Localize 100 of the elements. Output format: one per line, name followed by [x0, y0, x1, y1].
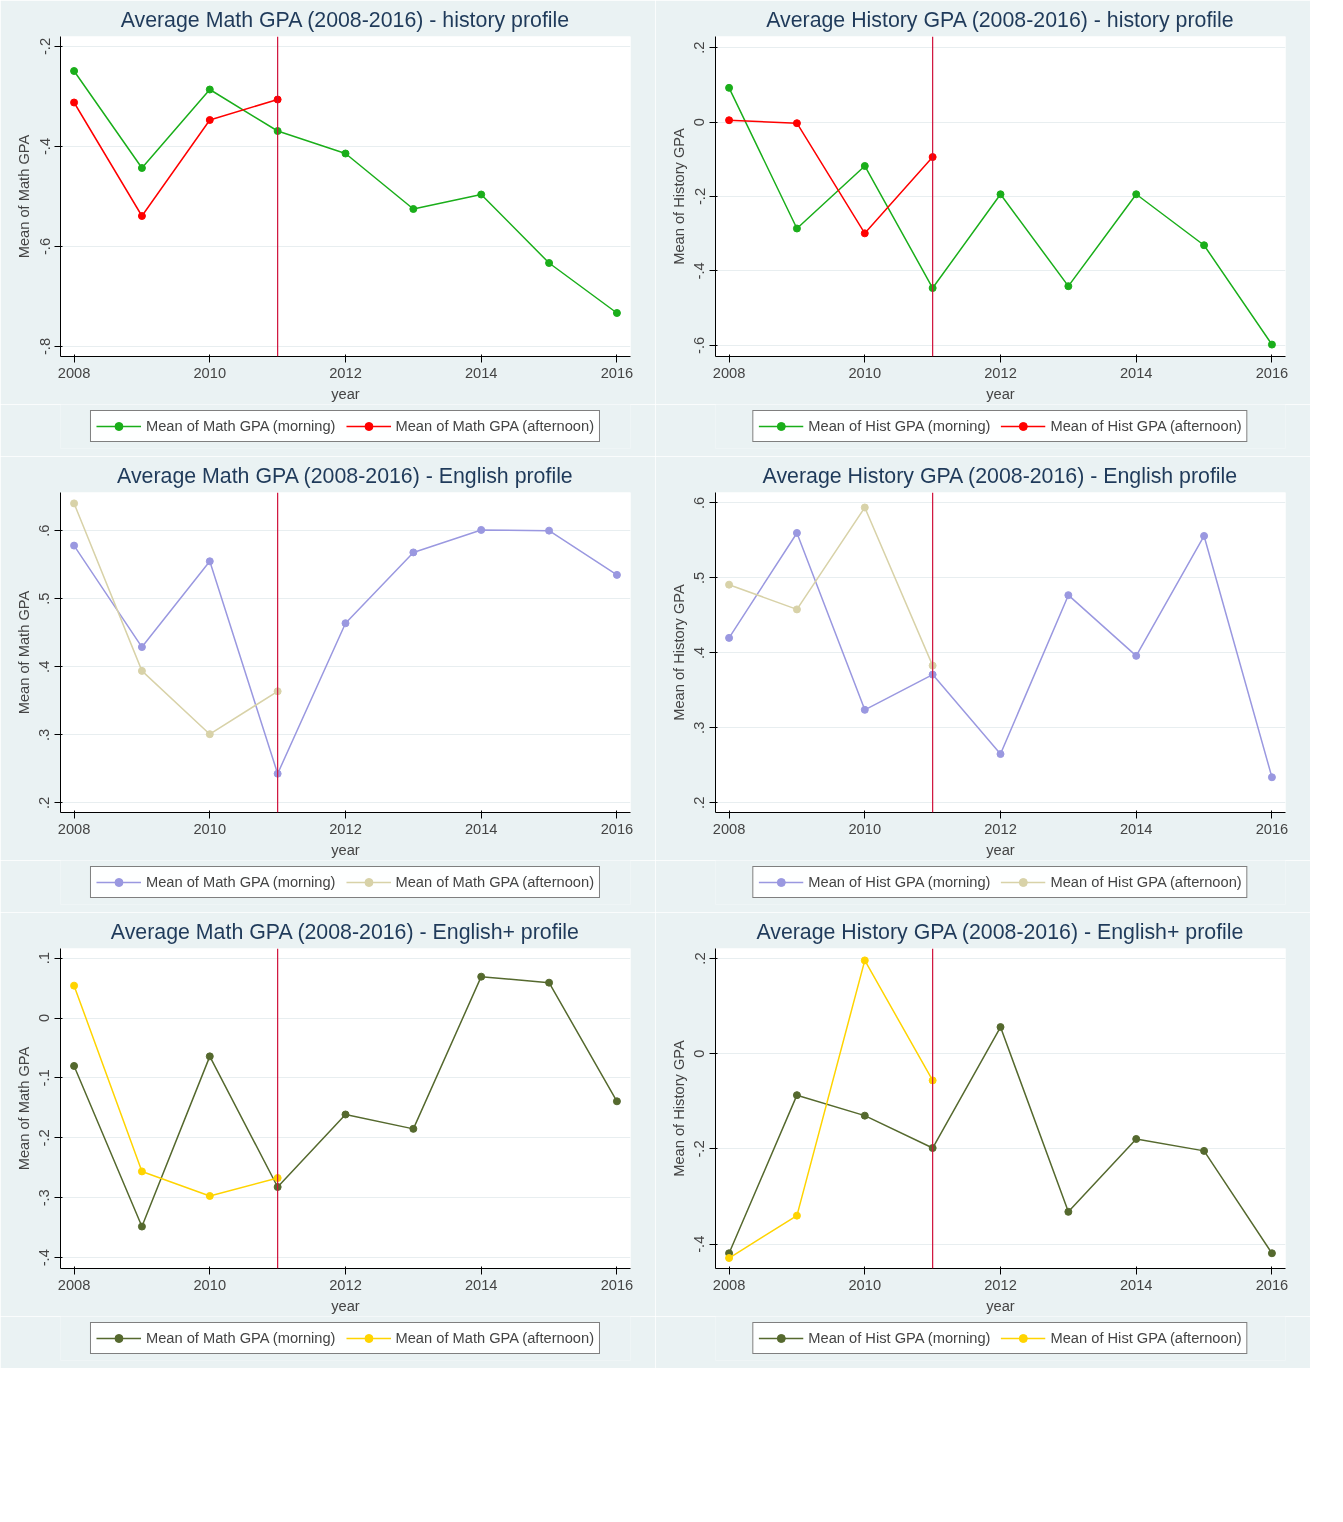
x-tick-label: 2008	[712, 820, 746, 837]
point	[545, 978, 554, 987]
point	[477, 972, 486, 981]
point	[860, 705, 869, 714]
y-tick-label: -.1	[36, 1069, 53, 1087]
x-tick-label: 2010	[848, 364, 882, 381]
y-tick-label: .3	[691, 721, 708, 734]
y-tick-label: -.4	[691, 1235, 708, 1253]
legend-label: Mean of Hist GPA (morning)	[808, 418, 991, 434]
point	[792, 224, 801, 233]
point	[792, 528, 801, 537]
legend-label: Mean of Math GPA (afternoon)	[395, 874, 595, 890]
x-axis-title: year	[986, 385, 1015, 402]
x-tick-label: 2016	[1255, 820, 1289, 837]
x-tick-label: 2016	[1255, 364, 1289, 381]
point	[137, 164, 146, 172]
x-axis-title: year	[331, 385, 360, 402]
x-tick-label: 2014	[1119, 1276, 1153, 1293]
x-tick-label: 2016	[1255, 1276, 1289, 1293]
x-tick-label: 2012	[984, 1276, 1017, 1293]
y-axis-title: Mean of Math GPA	[15, 134, 32, 259]
point	[996, 1023, 1005, 1032]
x-tick-label: 2014	[1119, 364, 1153, 381]
point	[725, 580, 734, 589]
y-axis-title: Mean of Math GPA	[15, 590, 32, 715]
point	[1132, 190, 1141, 199]
point	[409, 205, 418, 213]
x-tick-label: 2014	[464, 1276, 498, 1293]
point	[1064, 282, 1073, 291]
legend-label: Mean of Math GPA (afternoon)	[395, 418, 595, 434]
x-tick-label: 2008	[712, 1276, 746, 1293]
y-axis-title: Mean of History GPA	[670, 127, 687, 265]
point	[996, 750, 1005, 759]
point	[792, 119, 801, 128]
point	[1132, 1134, 1141, 1143]
legend-label: Mean of Hist GPA (afternoon)	[1050, 418, 1242, 434]
y-tick-label: -.2	[36, 1129, 53, 1147]
y-tick-label: -.6	[36, 237, 53, 256]
point	[137, 666, 146, 675]
x-tick-label: 2016	[600, 364, 634, 381]
y-tick-label: -.2	[691, 1140, 708, 1158]
y-tick-label: .2	[691, 41, 708, 54]
point	[205, 1192, 214, 1200]
y-tick-label: .2	[691, 796, 708, 809]
point	[860, 1111, 869, 1120]
legend-label: Mean of Math GPA (afternoon)	[395, 1330, 595, 1346]
point	[137, 643, 146, 652]
point	[205, 85, 214, 94]
x-tick-label: 2008	[57, 1276, 91, 1293]
y-tick-label: .6	[36, 524, 53, 537]
point	[860, 503, 869, 512]
legend-label: Mean of Hist GPA (afternoon)	[1050, 1330, 1242, 1346]
legend-label: Mean of Hist GPA (afternoon)	[1050, 874, 1242, 890]
x-tick-label: 2008	[57, 820, 91, 837]
y-tick-label: .1	[36, 951, 53, 965]
point	[1267, 773, 1276, 782]
x-tick-label: 2010	[193, 1276, 227, 1293]
x-tick-label: 2012	[329, 364, 362, 381]
x-tick-label: 2012	[984, 820, 1017, 837]
chart-title: Average History GPA (2008-2016) - history profile	[766, 7, 1234, 32]
y-tick-label: 0	[36, 1013, 53, 1023]
x-tick-label: 2010	[193, 820, 227, 837]
x-axis-title: year	[986, 841, 1015, 858]
point	[725, 1254, 734, 1263]
point	[70, 1061, 79, 1070]
point	[860, 162, 869, 170]
point	[205, 1052, 214, 1061]
chart-title: Average Math GPA (2008-2016) - history profile	[120, 7, 570, 32]
x-tick-label: 2012	[329, 820, 362, 837]
point	[477, 190, 486, 199]
y-tick-label: .4	[36, 660, 53, 673]
y-tick-label: .6	[691, 496, 708, 510]
y-tick-label: 0	[691, 118, 708, 127]
x-tick-label: 2014	[464, 364, 498, 381]
point	[996, 190, 1005, 199]
y-tick-label: .5	[691, 571, 708, 585]
point	[341, 619, 350, 628]
point	[545, 526, 554, 535]
y-tick-label: -.8	[36, 337, 53, 356]
point	[205, 116, 214, 124]
point	[612, 570, 621, 579]
point	[341, 149, 350, 158]
point	[70, 98, 79, 107]
point	[860, 229, 869, 238]
point	[137, 212, 146, 220]
point	[1200, 241, 1209, 250]
x-tick-label: 2010	[848, 820, 882, 837]
point	[70, 541, 79, 550]
point	[409, 1124, 418, 1133]
y-tick-label: .4	[691, 646, 708, 659]
point	[612, 1097, 621, 1106]
y-tick-label: 0	[691, 1049, 708, 1058]
point	[1064, 591, 1073, 600]
point	[612, 309, 621, 317]
y-axis-title: Mean of History GPA	[670, 583, 687, 721]
x-axis-title: year	[331, 1297, 360, 1314]
y-tick-label: -.4	[691, 262, 708, 280]
chart-title: Average Math GPA (2008-2016) - English profile	[117, 463, 573, 488]
point	[792, 1091, 801, 1100]
point	[725, 633, 734, 642]
